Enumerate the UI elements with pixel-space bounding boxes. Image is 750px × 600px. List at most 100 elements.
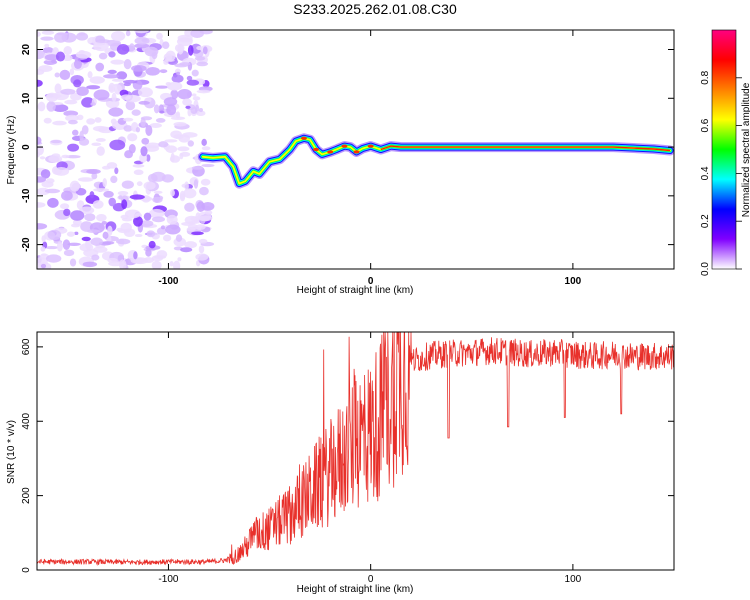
noise-blob [149,122,162,129]
noise-blob [42,47,54,54]
noise-blob [90,237,103,246]
noise-blob [91,142,102,147]
noise-blob [73,59,82,69]
noise-blob [184,181,189,191]
noise-blob [162,234,172,242]
noise-blob [198,238,208,244]
noise-blob [159,69,168,74]
noise-blob [176,71,181,76]
noise-blob [202,46,208,55]
noise-blob [116,44,130,55]
noise-blob [64,99,78,105]
noise-blob [143,181,156,190]
colorbar-gradient [711,29,737,270]
colorbar-tick-label: 0.0 [700,262,711,276]
noise-blob [133,169,144,176]
noise-blob [191,93,197,97]
noise-blob [121,217,133,222]
noise-blob [192,96,201,101]
noise-blob [131,65,147,72]
noise-blob [198,107,203,113]
noise-blob [101,220,108,225]
noise-blob [139,220,154,227]
noise-blob [81,236,91,242]
noise-blob [117,190,129,196]
noise-blob [153,190,163,194]
noise-blob [196,201,205,212]
noise-blob [123,125,133,132]
noise-blob [95,138,106,142]
noise-blob [75,32,89,41]
noise-blob [56,241,63,252]
noise-blob [134,30,149,34]
noise-blob [183,188,197,199]
ridge-hotspot [313,147,320,152]
noise-blob [65,114,79,122]
noise-blob [175,234,183,242]
noise-blob [128,143,136,154]
noise-blob [186,79,200,86]
noise-blob [158,141,169,148]
chart-title: S233.2025.262.01.08.C30 [293,1,457,17]
noise-blob [107,257,118,263]
snr-y-tick-label: 0 [21,567,32,573]
noise-blob [96,146,105,156]
noise-blob [146,154,151,162]
noise-blob [47,229,62,241]
noise-blob [136,181,143,187]
noise-blob [50,140,62,144]
noise-blob [74,231,79,236]
noise-blob [52,120,67,126]
noise-blob [37,31,41,37]
noise-blob [196,61,209,67]
noise-blob [91,254,100,261]
noise-blob [118,259,127,269]
noise-blob [129,43,135,52]
snr-x-axis-label: Height of straight line (km) [297,584,414,595]
noise-blob [108,85,114,91]
noise-blob [66,231,76,237]
noise-blob [37,101,46,112]
noise-blob [75,50,92,59]
noise-blob [69,68,75,76]
noise-blob [193,179,199,189]
noise-blob [163,59,169,65]
colorbar: 0.0 0.2 0.4 0.6 0.8 Normalized spectral ampl… [700,29,750,276]
noise-blob [111,92,117,102]
noise-blob [134,36,150,45]
noise-blob [94,117,102,123]
noise-blob [80,221,93,232]
noise-blob [84,213,96,222]
noise-blob [40,263,47,269]
noise-blob [81,125,89,135]
noise-blob [123,117,134,122]
noise-blob [135,127,141,133]
noise-blob [179,190,186,200]
noise-blob [93,41,109,52]
noise-blob [180,247,193,253]
spectrogram-y-axis-label: Frequency (Hz) [6,116,17,185]
noise-blob [55,51,66,62]
noise-blob [44,43,50,48]
noise-blob [89,191,95,199]
noise-blob [144,46,159,57]
noise-blob [89,76,105,84]
noise-blob [37,145,44,156]
noise-blob [95,39,111,44]
noise-blob [78,177,94,182]
noise-blob [90,102,96,106]
noise-blob [82,261,98,268]
noise-blob [70,223,81,228]
noise-blob [110,175,118,184]
noise-blob [60,88,76,95]
noise-blob [69,258,77,267]
noise-blob [180,151,191,157]
noise-blob [140,146,148,157]
noise-blob [45,254,62,263]
noise-blob [63,45,72,56]
noise-blob [141,137,150,145]
noise-blob [69,180,80,192]
colorbar-ticks: 0.0 0.2 0.4 0.6 0.8 [700,70,742,276]
noise-blob [177,257,182,262]
